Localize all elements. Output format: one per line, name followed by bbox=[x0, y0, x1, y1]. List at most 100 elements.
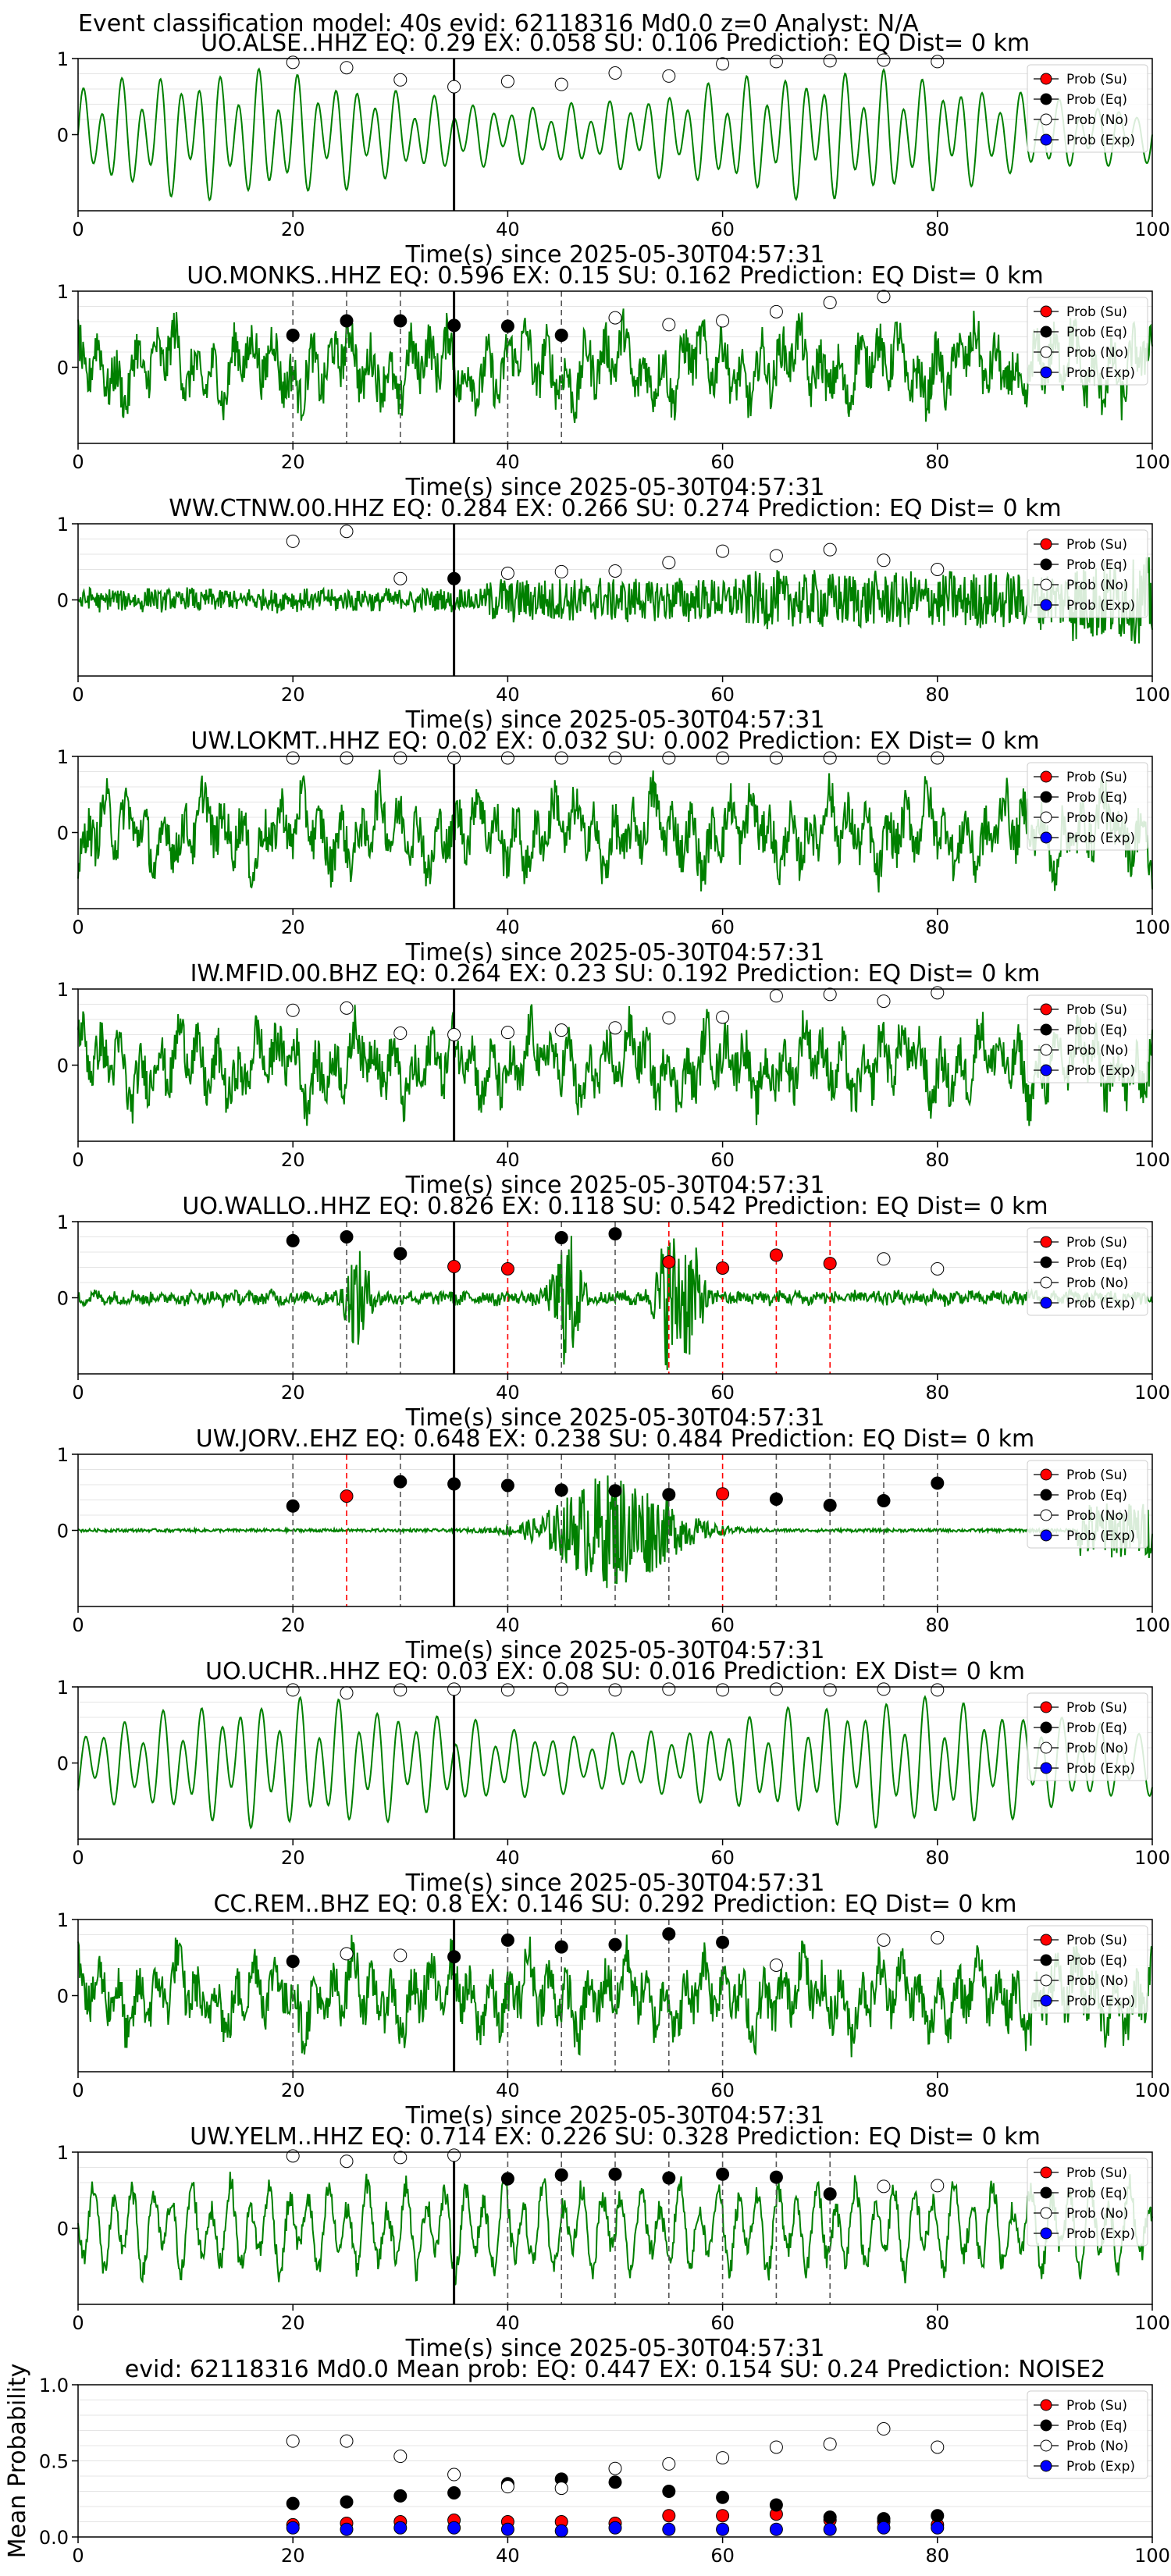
y-axis-label: Mean Probability bbox=[4, 2364, 31, 2559]
waveform-trace bbox=[77, 1475, 1153, 1589]
probability-point bbox=[447, 80, 461, 94]
mean-probability-point bbox=[500, 2480, 514, 2494]
probability-point bbox=[823, 751, 837, 765]
probability-point bbox=[931, 2179, 945, 2193]
legend-box bbox=[1027, 2390, 1148, 2479]
mean-probability-point bbox=[447, 2485, 461, 2500]
x-axis-label: Time(s) since 2025-05-30T04:57:31 bbox=[405, 1637, 825, 1664]
legend-label: Prob (Exp) bbox=[1066, 598, 1135, 614]
x-tick-label: 40 bbox=[496, 2080, 520, 2101]
probability-point bbox=[447, 1477, 461, 1491]
probability-point bbox=[554, 1023, 568, 1037]
legend-label: Prob (No) bbox=[1066, 1043, 1129, 1059]
legend-marker bbox=[1040, 2186, 1052, 2199]
probability-point bbox=[877, 290, 891, 304]
legend-marker bbox=[1040, 1934, 1052, 1946]
x-axis-label: Time(s) since 2025-05-30T04:57:31 bbox=[405, 474, 825, 501]
mean-probability-point bbox=[447, 2467, 461, 2482]
legend-marker bbox=[1040, 1276, 1052, 1289]
probability-point bbox=[823, 987, 837, 1002]
legend-label: Prob (Su) bbox=[1066, 537, 1127, 553]
legend-label: Prob (Su) bbox=[1066, 72, 1127, 87]
legend-label: Prob (Eq) bbox=[1066, 790, 1127, 806]
legend-marker bbox=[1040, 2399, 1052, 2411]
mean-probability-point bbox=[769, 2498, 783, 2512]
legend-marker bbox=[1040, 1489, 1052, 1501]
mean-probability-point bbox=[716, 2490, 730, 2504]
y-tick-label: 0.0 bbox=[39, 2527, 69, 2549]
x-tick-label: 0 bbox=[72, 2545, 84, 2567]
y-tick-label: 0 bbox=[57, 1753, 69, 1775]
panel-title: IW.MFID.00.BHZ EQ: 0.264 EX: 0.23 SU: 0.… bbox=[190, 960, 1041, 987]
probability-point bbox=[823, 2187, 837, 2201]
probability-point bbox=[769, 1493, 783, 1507]
station-panel: UW.LOKMT..HHZ EQ: 0.02 EX: 0.032 SU: 0.0… bbox=[57, 728, 1170, 966]
station-panel: WW.CTNW.00.HHZ EQ: 0.284 EX: 0.266 SU: 0… bbox=[57, 495, 1170, 734]
mean-probability-point bbox=[877, 2521, 891, 2535]
mean-probability-point bbox=[931, 2440, 945, 2454]
probability-point bbox=[500, 1261, 514, 1276]
probability-point bbox=[286, 2149, 300, 2163]
legend-label: Prob (Su) bbox=[1066, 2398, 1127, 2414]
legend-label: Prob (Su) bbox=[1066, 1468, 1127, 1483]
probability-point bbox=[554, 329, 568, 343]
y-tick-label: 0 bbox=[57, 1288, 69, 1310]
station-panel: UW.JORV..EHZ EQ: 0.648 EX: 0.238 SU: 0.4… bbox=[57, 1425, 1170, 1664]
probability-point bbox=[716, 1261, 730, 1275]
probability-point bbox=[286, 1233, 300, 1247]
legend-marker bbox=[1040, 538, 1052, 550]
legend-marker bbox=[1040, 1044, 1052, 1056]
legend-label: Prob (Exp) bbox=[1066, 2459, 1135, 2475]
legend-label: Prob (No) bbox=[1066, 1508, 1129, 1524]
probability-point bbox=[716, 1935, 730, 1949]
mean-probability-point bbox=[340, 2522, 354, 2536]
legend-label: Prob (Su) bbox=[1066, 1235, 1127, 1251]
probability-point bbox=[877, 1933, 891, 1947]
x-tick-label: 100 bbox=[1134, 2312, 1170, 2334]
probability-point bbox=[500, 74, 514, 88]
x-tick-label: 60 bbox=[710, 2545, 735, 2567]
x-tick-label: 100 bbox=[1134, 2545, 1170, 2567]
legend-box bbox=[1027, 762, 1148, 851]
mean-probability-point bbox=[500, 2522, 514, 2536]
probability-point bbox=[608, 1484, 622, 1498]
legend-marker bbox=[1040, 1762, 1052, 1774]
probability-point bbox=[716, 751, 730, 765]
x-axis-label: Time(s) since 2025-05-30T04:57:31 bbox=[405, 706, 825, 734]
mean-probability-point bbox=[393, 2450, 408, 2464]
x-tick-label: 100 bbox=[1134, 916, 1170, 938]
legend-label: Prob (No) bbox=[1066, 2206, 1129, 2222]
station-panel: UO.UCHR..HHZ EQ: 0.03 EX: 0.08 SU: 0.016… bbox=[57, 1658, 1170, 1897]
mean-probability-point bbox=[662, 2509, 676, 2523]
legend-marker bbox=[1040, 1297, 1052, 1309]
probability-point bbox=[500, 2172, 514, 2186]
legend-marker bbox=[1040, 1954, 1052, 1966]
x-tick-label: 80 bbox=[926, 1614, 950, 1636]
legend-label: Prob (Eq) bbox=[1066, 557, 1127, 573]
legend-marker bbox=[1040, 1236, 1052, 1248]
probability-point bbox=[608, 751, 622, 765]
x-tick-label: 40 bbox=[496, 219, 520, 240]
legend-label: Prob (Exp) bbox=[1066, 1994, 1135, 2009]
legend-label: Prob (No) bbox=[1066, 2439, 1129, 2454]
legend-label: Prob (Exp) bbox=[1066, 1761, 1135, 1777]
probability-point bbox=[393, 1948, 408, 1962]
probability-point bbox=[608, 1683, 622, 1697]
legend-label: Prob (Su) bbox=[1066, 770, 1127, 785]
legend-label: Prob (Exp) bbox=[1066, 831, 1135, 846]
probability-point bbox=[286, 534, 300, 548]
mean-probability-point bbox=[393, 2489, 408, 2503]
probability-point bbox=[286, 1955, 300, 1969]
waveform-trace bbox=[77, 557, 1153, 644]
probability-point bbox=[608, 1021, 622, 1035]
probability-point bbox=[823, 1498, 837, 1512]
probability-point bbox=[447, 571, 461, 585]
station-panel: CC.REM..BHZ EQ: 0.8 EX: 0.146 SU: 0.292 … bbox=[57, 1891, 1170, 2129]
legend-label: Prob (Eq) bbox=[1066, 1953, 1127, 1969]
y-tick-label: 1 bbox=[57, 281, 69, 303]
waveform-trace bbox=[77, 1004, 1153, 1126]
probability-point bbox=[393, 571, 408, 585]
x-axis-label: Time(s) since 2025-05-30T04:57:31 bbox=[405, 2335, 825, 2362]
x-tick-label: 0 bbox=[72, 219, 84, 240]
x-tick-label: 40 bbox=[496, 1382, 520, 1404]
